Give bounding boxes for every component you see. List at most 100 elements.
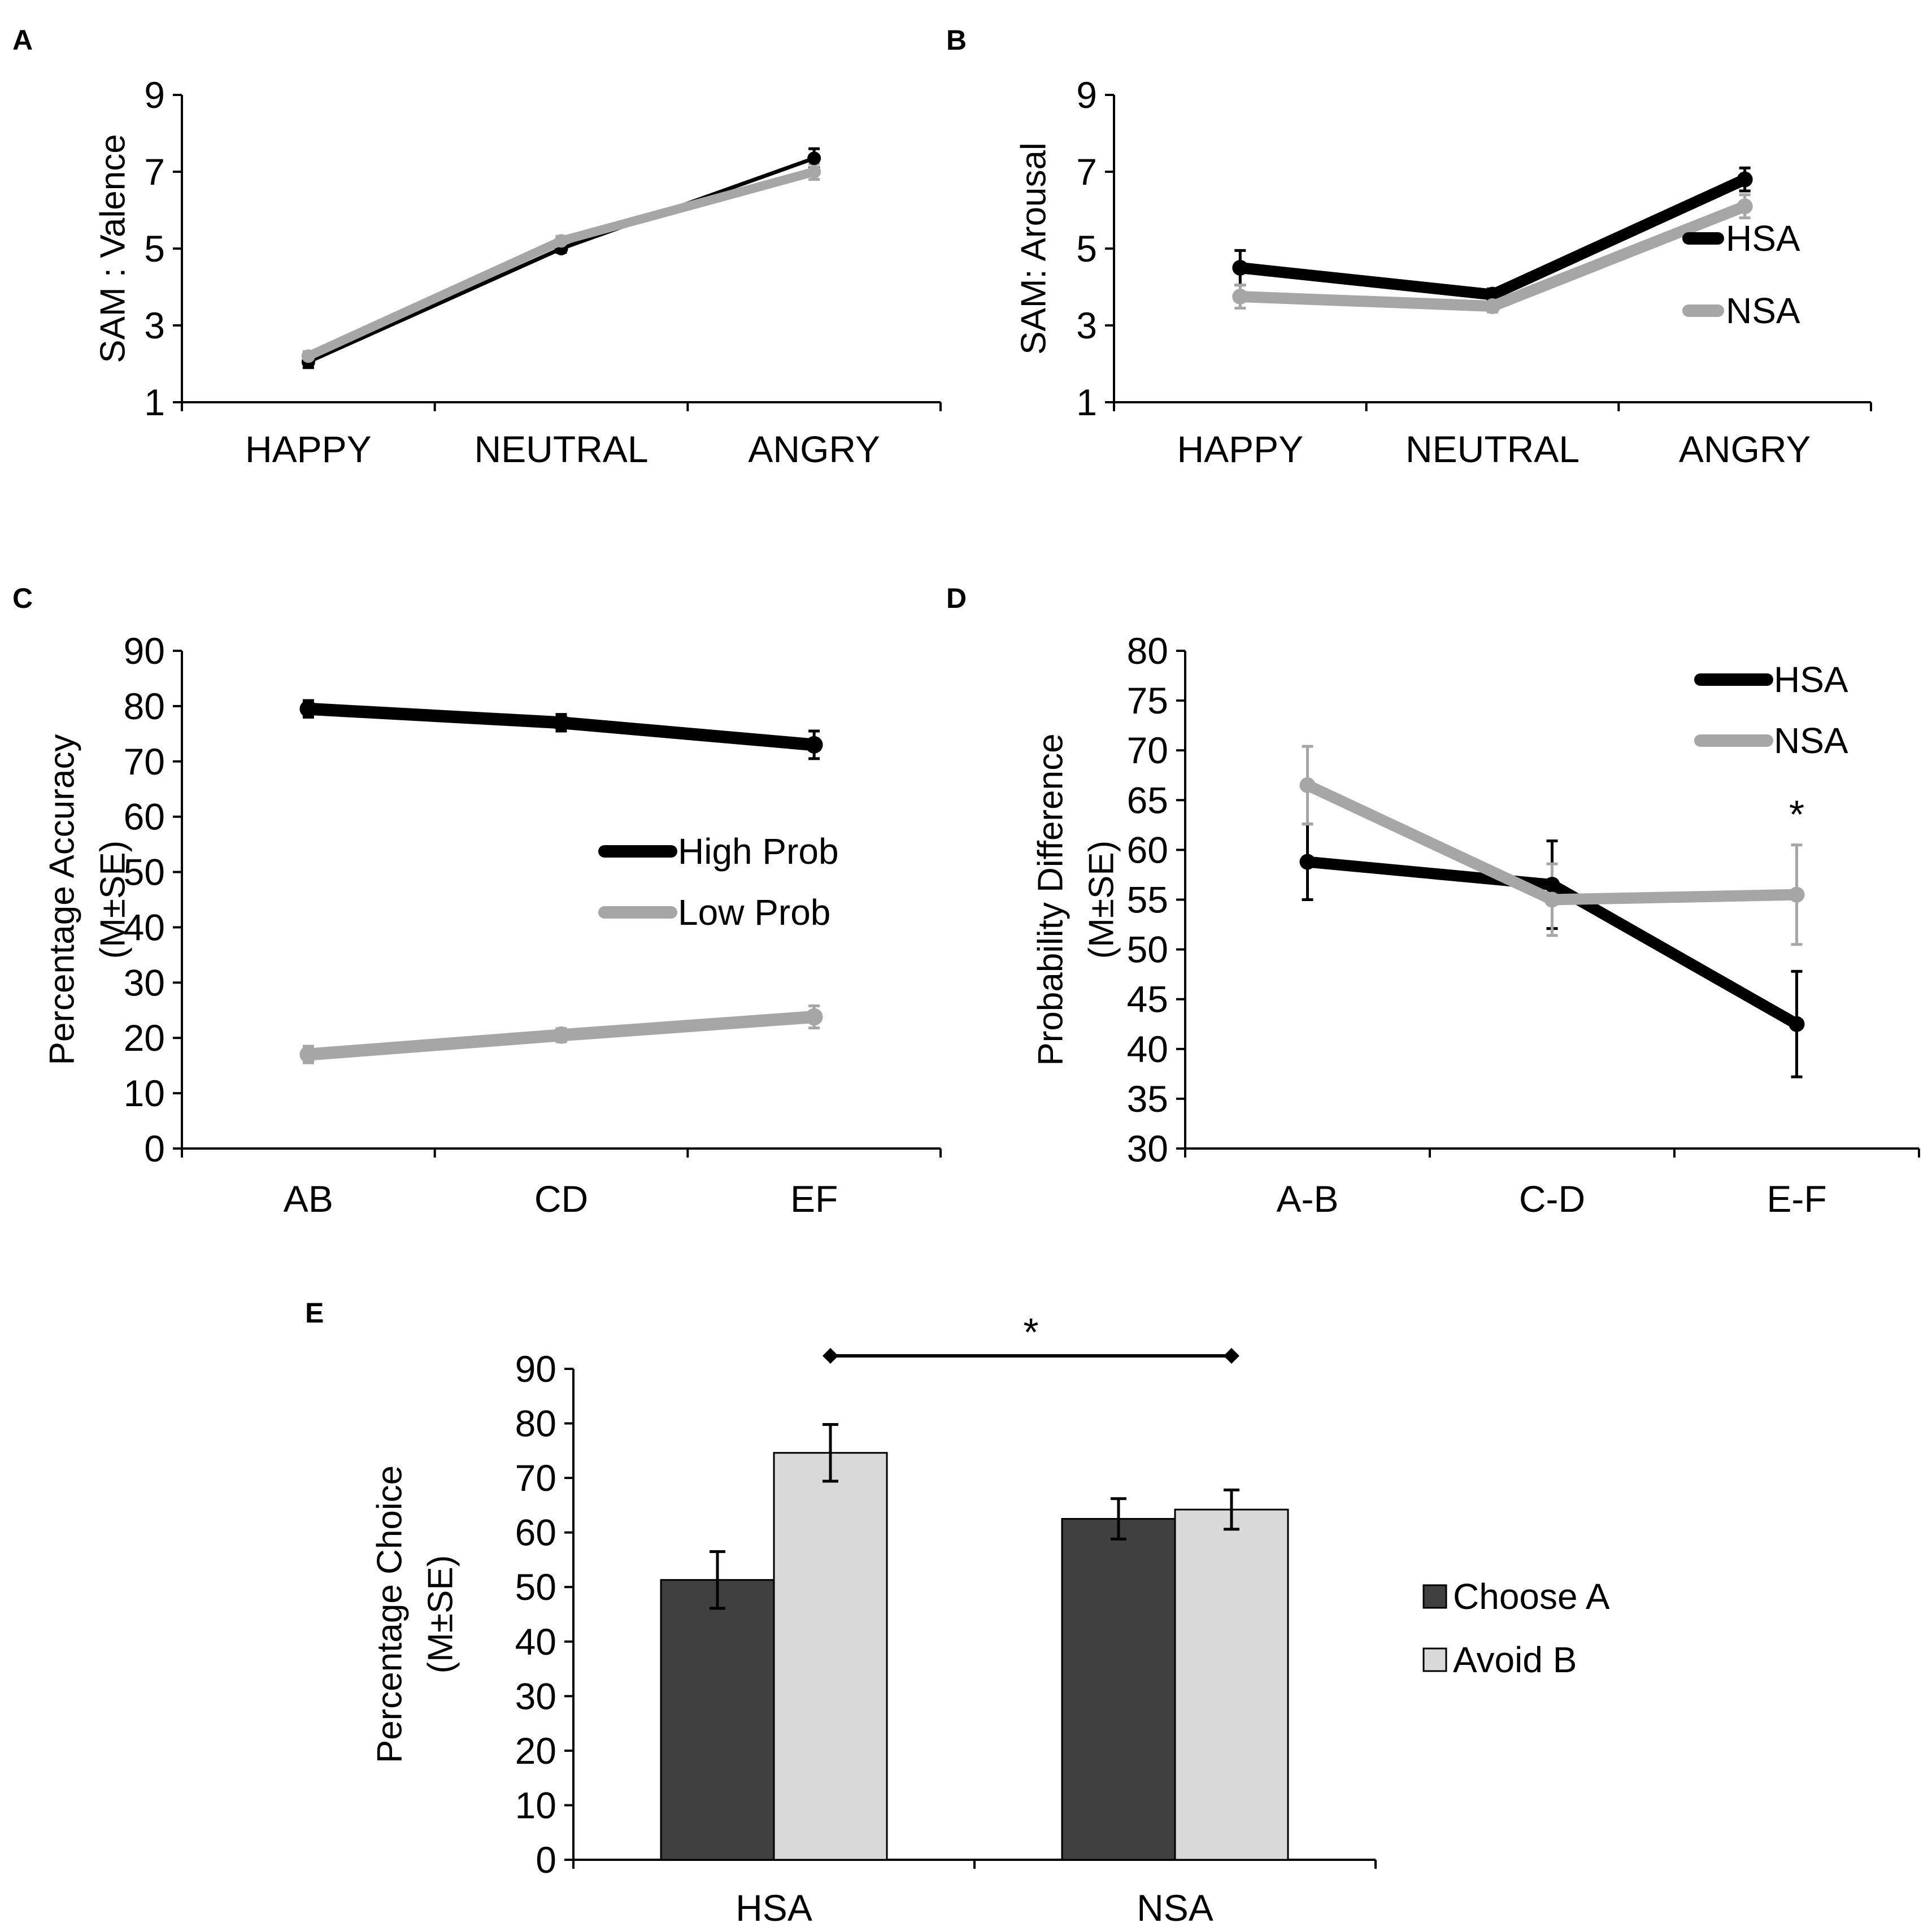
y-tick-label: 50 <box>515 1566 556 1608</box>
legend-swatch <box>1422 1584 1447 1609</box>
y-tick-label: 45 <box>1127 978 1168 1020</box>
y-tick-label: 10 <box>124 1072 165 1114</box>
legend-label: HSA <box>1726 218 1800 259</box>
data-point <box>1232 289 1248 305</box>
legend-label: High Prob <box>678 831 839 872</box>
y-tick-label: 10 <box>515 1784 556 1826</box>
panel-d: D 30 35 40 45 50 55 60 65 70 75 80 A-B C-D E-F Probabil… <box>946 582 1920 1220</box>
panel-letter: E <box>305 1297 324 1329</box>
data-point <box>807 165 821 179</box>
data-point <box>552 1026 570 1044</box>
x-tick-label: E-F <box>1766 1178 1826 1220</box>
y-tick-label: 50 <box>124 851 165 893</box>
data-point <box>1232 260 1248 276</box>
data-point <box>1737 171 1753 188</box>
legend-label: Choose A <box>1453 1576 1610 1617</box>
panel-a: A 1 3 5 7 9 HAPPY NEUTRAL ANGRY SAM : Valence <box>12 24 942 470</box>
data-point <box>301 349 315 363</box>
y-tick-label: 7 <box>144 151 165 193</box>
x-tick-label: AB <box>284 1178 333 1220</box>
panel-c: C 0 10 20 30 40 50 60 70 80 90 AB CD EF Percentage Acc… <box>12 582 942 1220</box>
y-axis-label: (M±SE) <box>421 1555 460 1674</box>
y-tick-label: 80 <box>124 685 165 727</box>
y-tick-label: 60 <box>124 796 165 838</box>
data-point <box>299 1046 317 1063</box>
y-tick-label: 30 <box>1127 1128 1168 1169</box>
y-tick-label: 60 <box>1127 829 1168 871</box>
y-axis-label: Percentage Accuracy <box>43 734 82 1065</box>
y-tick-label: 70 <box>1127 729 1168 771</box>
y-tick-label: 65 <box>1127 779 1168 821</box>
data-point <box>805 736 823 754</box>
bar <box>773 1452 888 1861</box>
y-tick-label: 90 <box>515 1348 556 1390</box>
y-tick-label: 90 <box>124 630 165 672</box>
y-axis-label: (M±SE) <box>94 841 133 959</box>
bracket-end-marker <box>823 1348 838 1364</box>
x-tick-label: NEUTRAL <box>474 428 648 470</box>
y-tick-label: 1 <box>1076 381 1097 423</box>
y-tick-label: 5 <box>144 228 165 269</box>
x-tick-label: HAPPY <box>1177 428 1303 470</box>
y-tick-label: 80 <box>1127 630 1168 672</box>
y-tick-label: 50 <box>1127 929 1168 971</box>
x-tick-label: NSA <box>1137 1887 1213 1927</box>
bar <box>1174 1508 1289 1861</box>
y-tick-label: 40 <box>515 1621 556 1663</box>
data-point <box>1737 198 1753 215</box>
bar <box>1061 1518 1176 1861</box>
significance-star: * <box>1023 1310 1038 1354</box>
y-tick-label: 0 <box>144 1128 165 1169</box>
x-tick-label: C-D <box>1519 1178 1585 1220</box>
y-tick-label: 70 <box>124 741 165 782</box>
panel-b: B 1 3 5 7 9 HAPPY NEUTRAL ANGRY SAM: Arousal HSA NS… <box>946 24 1872 470</box>
data-point <box>552 714 570 732</box>
y-axis-label: SAM: Arousal <box>1015 142 1054 355</box>
data-point <box>1299 854 1316 870</box>
panel-letter: A <box>12 24 33 56</box>
legend-swatch <box>1422 1647 1447 1672</box>
legend-label: Avoid B <box>1453 1639 1577 1680</box>
y-axis-label: Probability Difference <box>1032 733 1071 1065</box>
panel-letter: C <box>12 582 33 614</box>
data-point <box>1544 891 1560 908</box>
y-tick-label: 1 <box>144 381 165 423</box>
y-tick-label: 7 <box>1076 151 1097 193</box>
bar <box>660 1579 775 1861</box>
y-axis-label: (M±SE) <box>1082 841 1121 959</box>
x-tick-label: HSA <box>736 1887 812 1927</box>
data-point <box>1299 777 1316 793</box>
y-tick-label: 9 <box>144 74 165 116</box>
y-tick-label: 30 <box>124 962 165 1003</box>
data-point <box>299 700 317 718</box>
legend-label: Low Prob <box>678 892 830 933</box>
y-tick-label: 3 <box>144 305 165 346</box>
y-tick-label: 40 <box>1127 1028 1168 1070</box>
y-tick-label: 30 <box>515 1675 556 1717</box>
panel-letter: B <box>946 24 967 56</box>
data-point <box>554 234 568 248</box>
y-tick-label: 75 <box>1127 680 1168 721</box>
legend-label: NSA <box>1726 290 1800 331</box>
data-point <box>805 1008 823 1026</box>
significance-star: * <box>1789 793 1804 837</box>
y-tick-label: 0 <box>536 1839 556 1881</box>
x-tick-label: EF <box>790 1178 838 1220</box>
y-axis-label: Percentage Choice <box>371 1465 410 1763</box>
y-axis-label: SAM : Valence <box>94 134 133 363</box>
y-tick-label: 80 <box>515 1403 556 1445</box>
data-point <box>1485 298 1500 314</box>
y-tick-label: 70 <box>515 1457 556 1499</box>
data-point <box>1544 877 1560 893</box>
x-tick-label: ANGRY <box>1679 428 1811 470</box>
data-point <box>807 151 821 166</box>
y-tick-label: 3 <box>1076 305 1097 346</box>
panel-e: E 0 10 20 30 40 50 60 70 80 90 HSA NSA Percentage Cho… <box>305 1297 1610 1927</box>
bracket-end-marker <box>1224 1348 1239 1364</box>
data-point <box>1789 886 1805 903</box>
y-tick-label: 60 <box>515 1512 556 1554</box>
y-tick-label: 5 <box>1076 228 1097 269</box>
data-point <box>1789 1016 1805 1032</box>
y-tick-label: 40 <box>124 906 165 948</box>
